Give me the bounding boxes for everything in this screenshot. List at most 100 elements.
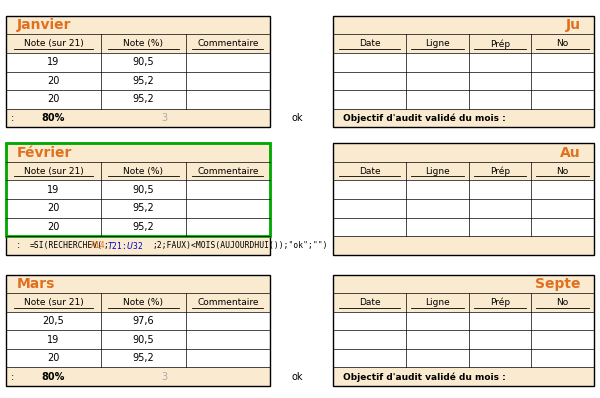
Bar	[6, 90, 270, 109]
Text: Date: Date	[359, 39, 380, 48]
Text: No: No	[557, 39, 569, 48]
Bar	[333, 275, 594, 293]
Text: 20: 20	[47, 353, 60, 363]
Bar	[6, 143, 270, 162]
Bar	[6, 367, 270, 386]
Text: 3: 3	[161, 113, 167, 123]
Bar	[333, 143, 594, 255]
Text: 19: 19	[47, 185, 59, 195]
Text: :: :	[17, 240, 20, 250]
Bar	[6, 53, 270, 72]
Text: Au: Au	[560, 146, 581, 160]
Bar	[6, 312, 270, 330]
Text: 97,6: 97,6	[133, 316, 154, 326]
Text: Ligne: Ligne	[425, 167, 450, 176]
Text: 19: 19	[47, 57, 59, 67]
Bar	[333, 16, 594, 35]
Text: 20: 20	[47, 222, 60, 232]
Text: 20: 20	[47, 76, 60, 86]
Text: ;2;FAUX)<MOIS(AUJOURDHUI());"ok";""): ;2;FAUX)<MOIS(AUJOURDHUI());"ok";"")	[152, 241, 328, 250]
Text: 80%: 80%	[42, 372, 65, 382]
Bar	[333, 312, 594, 330]
Bar	[333, 53, 594, 72]
Text: 3: 3	[161, 372, 167, 382]
Text: Date: Date	[359, 167, 380, 176]
Bar	[6, 199, 270, 218]
Text: Prép: Prép	[490, 39, 510, 49]
Text: 20: 20	[47, 94, 60, 105]
Text: 90,5: 90,5	[133, 57, 154, 67]
Text: :: :	[11, 113, 14, 123]
Bar	[333, 109, 594, 127]
Text: Note (sur 21): Note (sur 21)	[23, 39, 83, 48]
Bar	[6, 349, 270, 367]
Text: :: :	[11, 372, 14, 382]
Bar	[6, 236, 270, 255]
Bar	[333, 35, 594, 53]
Text: Ligne: Ligne	[425, 298, 450, 307]
Text: $T$21:$U$32: $T$21:$U$32	[107, 240, 143, 251]
Text: Ligne: Ligne	[425, 39, 450, 48]
Bar	[6, 275, 270, 293]
Text: 20,5: 20,5	[43, 316, 64, 326]
Text: 80%: 80%	[42, 113, 65, 123]
Bar	[6, 218, 270, 236]
Text: 95,2: 95,2	[133, 353, 154, 363]
Text: 20: 20	[47, 203, 60, 213]
Text: 95,2: 95,2	[133, 222, 154, 232]
Text: Commentaire: Commentaire	[197, 39, 259, 48]
Bar	[333, 199, 594, 218]
Bar	[6, 16, 270, 35]
Bar	[333, 162, 594, 180]
Bar	[6, 109, 270, 127]
Text: Objectif d'audit validé du mois :: Objectif d'audit validé du mois :	[343, 372, 506, 382]
Text: ok: ok	[291, 113, 303, 123]
Text: Commentaire: Commentaire	[197, 298, 259, 307]
Text: Note (%): Note (%)	[123, 298, 163, 307]
Bar	[333, 218, 594, 236]
Text: 90,5: 90,5	[133, 335, 154, 345]
Text: Date: Date	[359, 298, 380, 307]
Text: 95,2: 95,2	[133, 76, 154, 86]
Text: ok: ok	[291, 372, 303, 382]
Text: Note (%): Note (%)	[123, 167, 163, 176]
Bar	[6, 293, 270, 312]
Bar	[6, 162, 270, 180]
Bar	[6, 35, 270, 53]
Bar	[333, 16, 594, 127]
Text: Prép: Prép	[490, 166, 510, 176]
Text: Janvier: Janvier	[17, 18, 71, 32]
Text: Prép: Prép	[490, 298, 510, 307]
Bar	[333, 236, 594, 255]
Bar	[6, 330, 270, 349]
Bar	[333, 72, 594, 90]
Bar	[333, 293, 594, 312]
Text: No: No	[557, 167, 569, 176]
Text: A14: A14	[91, 241, 106, 250]
Bar	[6, 275, 270, 386]
Bar	[333, 330, 594, 349]
Bar	[333, 143, 594, 162]
Bar	[333, 275, 594, 386]
Text: Note (sur 21): Note (sur 21)	[23, 167, 83, 176]
Bar	[333, 367, 594, 386]
Text: 90,5: 90,5	[133, 185, 154, 195]
Text: Note (sur 21): Note (sur 21)	[23, 298, 83, 307]
Text: Mars: Mars	[17, 277, 55, 291]
Text: Objectif d'audit validé du mois :: Objectif d'audit validé du mois :	[343, 113, 506, 123]
Bar	[6, 72, 270, 90]
Text: 19: 19	[47, 335, 59, 345]
Text: Septe: Septe	[535, 277, 581, 291]
Text: Ju: Ju	[566, 18, 581, 32]
Bar	[6, 143, 270, 236]
Text: Février: Février	[17, 146, 72, 160]
Text: ;: ;	[103, 241, 108, 250]
Bar	[6, 180, 270, 199]
Bar	[333, 90, 594, 109]
Bar	[333, 180, 594, 199]
Bar	[6, 143, 270, 255]
Text: Commentaire: Commentaire	[197, 167, 259, 176]
Text: 95,2: 95,2	[133, 203, 154, 213]
Bar	[333, 349, 594, 367]
Text: No: No	[557, 298, 569, 307]
